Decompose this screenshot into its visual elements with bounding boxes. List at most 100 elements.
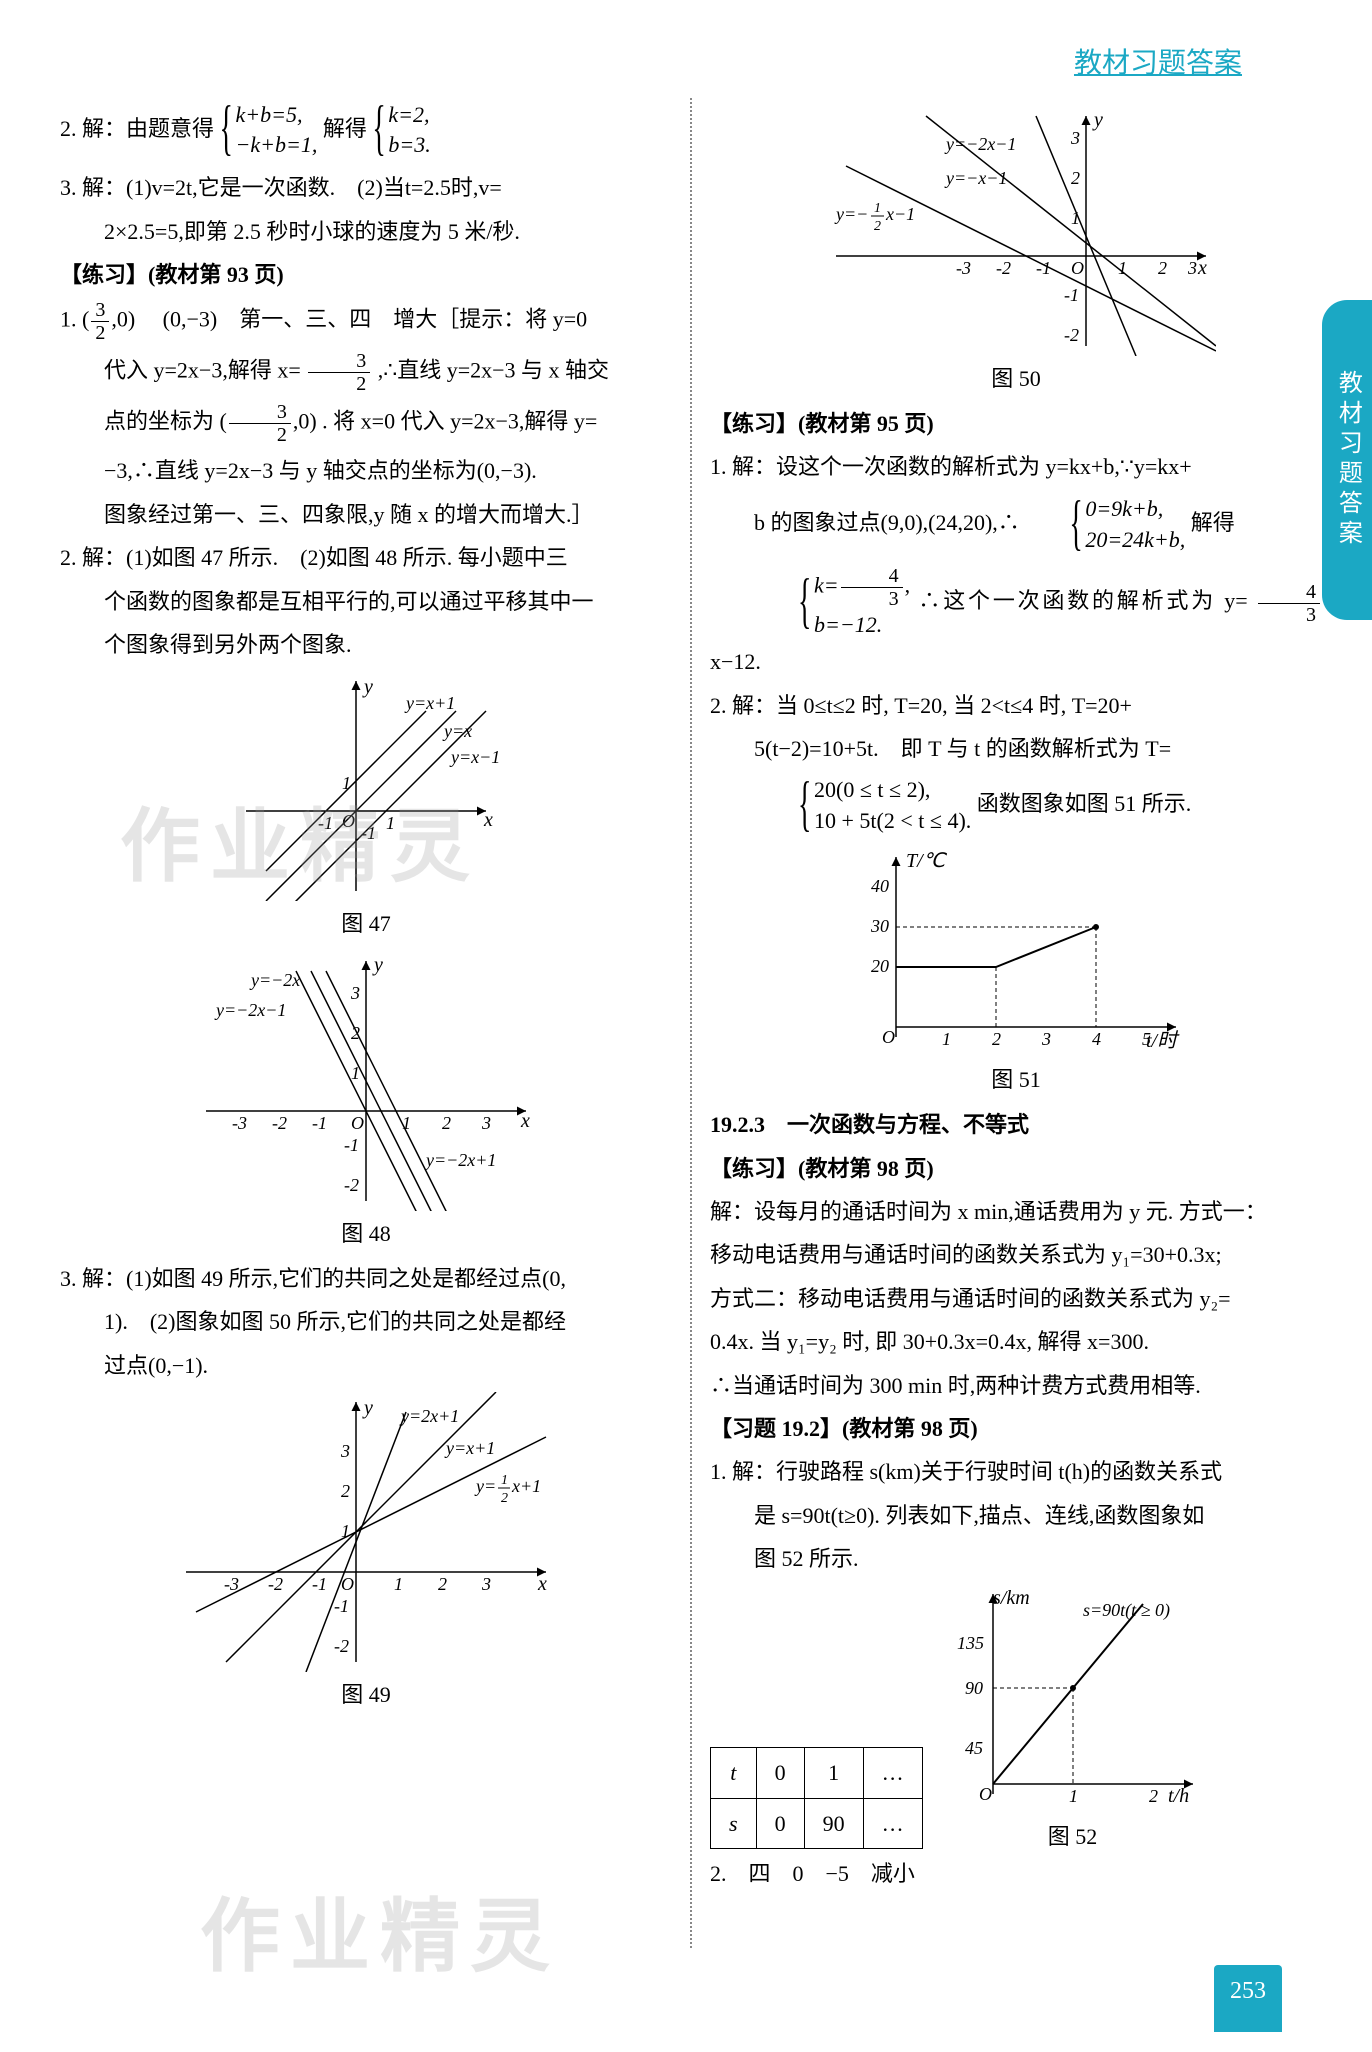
svg-text:2: 2 (1149, 1786, 1158, 1806)
table-cell: … (863, 1798, 922, 1848)
figure-51: T/℃ t/时 O 20 30 40 1 2 3 4 5 图 51 (710, 847, 1322, 1098)
svg-text:y=−: y=− (834, 204, 868, 224)
svg-text:-2: -2 (272, 1113, 287, 1133)
last-line: 2. 四 0 −5 减小 (710, 1855, 1322, 1892)
svg-text:O: O (979, 1784, 992, 1804)
ex93-1-l3a: 点的坐标为 (104, 409, 214, 434)
q3-l2: 2×2.5=5,即第 2.5 秒时小球的速度为 5 米/秒. (60, 213, 672, 250)
q3-l1: 3. 解：(1)v=2t,它是一次函数. (2)当t=2.5时,v= (60, 169, 672, 206)
svg-text:2: 2 (341, 1481, 350, 1501)
table-cell: 1 (804, 1748, 863, 1798)
svg-text:x: x (483, 809, 493, 831)
svg-text:y: y (362, 1397, 373, 1419)
table-and-fig52: t 0 1 … s 0 90 … s/km (710, 1584, 1322, 1855)
svg-text:-1: -1 (334, 1596, 349, 1616)
ex93-3-l1: 3. 解：(1)如图 49 所示,它们的共同之处是都经过点(0, (60, 1260, 672, 1297)
table-row: s 0 90 … (711, 1798, 923, 1848)
svg-text:20: 20 (871, 956, 889, 976)
svg-text:1: 1 (1069, 1786, 1078, 1806)
table-row: t 0 1 … (711, 1748, 923, 1798)
figure-49: y x O y=2x+1 y=x+1 y= 1 2 x+1 -3 -2 -1 (60, 1392, 672, 1713)
svg-text:1: 1 (501, 1473, 508, 1488)
ex93-2-l1: 2. 解：(1)如图 47 所示. (2)如图 48 所示. 每小题中三 (60, 539, 672, 576)
svg-text:y=x+1: y=x+1 (444, 1438, 495, 1458)
svg-text:2: 2 (442, 1113, 451, 1133)
left-column: 2. 解：由题意得 k+b=5, −k+b=1, 解得 k=2, b=3. 3.… (60, 98, 672, 1948)
ex93-1-l2: 代入 y=2x−3,解得 x= 32 ,∴直线 y=2x−3 与 x 轴交 (60, 350, 672, 395)
svg-text:1: 1 (942, 1029, 951, 1049)
svg-text:3: 3 (340, 1441, 350, 1461)
table-cell: 90 (804, 1798, 863, 1848)
svg-text:1: 1 (386, 813, 395, 833)
q2-mid: 解得 (323, 115, 367, 140)
ex93-1-l2a: 代入 y=2x−3,解得 x= (104, 358, 301, 383)
svg-text:2: 2 (351, 1023, 360, 1043)
svg-text:-1: -1 (1036, 258, 1051, 278)
svg-text:y=−x−1: y=−x−1 (944, 168, 1007, 188)
svg-text:3: 3 (1041, 1029, 1051, 1049)
fig52-caption: 图 52 (943, 1818, 1203, 1855)
svg-text:3: 3 (481, 1113, 491, 1133)
svg-text:-1: -1 (312, 1113, 327, 1133)
svg-text:y=x+1: y=x+1 (404, 693, 455, 713)
frac-4-3: 43 (1258, 581, 1320, 626)
svg-text:-2: -2 (344, 1175, 359, 1195)
xt192-1-l1: 1. 解：行驶路程 s(km)关于行驶时间 t(h)的函数关系式 (710, 1453, 1322, 1490)
svg-text:90: 90 (965, 1678, 983, 1698)
ex95-1-res-l2: b=−12. (770, 610, 910, 641)
svg-text:-1: -1 (344, 1135, 359, 1155)
ex95-1-res-l1: k=43, (770, 565, 910, 610)
svg-text:3: 3 (481, 1574, 491, 1594)
ex98-l3: 方式二：移动电话费用与通话时间的函数关系式为 y₂= (710, 1280, 1322, 1317)
svg-text:2: 2 (992, 1029, 1001, 1049)
q2-prefix: 2. 解：由题意得 (60, 115, 214, 140)
svg-text:-3: -3 (956, 258, 971, 278)
fig49-caption: 图 49 (60, 1676, 672, 1713)
svg-text:O: O (882, 1027, 895, 1047)
q2-system1: k+b=5, −k+b=1, (220, 100, 318, 162)
table-52: t 0 1 … s 0 90 … (710, 1747, 923, 1849)
ex93-1-l1a: 1. (60, 307, 77, 332)
fig51-caption: 图 51 (710, 1061, 1322, 1098)
svg-text:1: 1 (351, 1063, 360, 1083)
svg-text:O: O (1071, 258, 1084, 278)
xt192-1-l3: 图 52 所示. (710, 1540, 1322, 1577)
ex95-head: 【练习】(教材第 95 页) (710, 405, 1322, 442)
svg-text:t/h: t/h (1168, 1785, 1189, 1807)
svg-text:2: 2 (501, 1491, 508, 1506)
figure-48: y x O y=−2x y=−2x−1 y=−2x+1 -3 -2 -1 1 2… (60, 951, 672, 1252)
ex95-1-l3: k=43, b=−12. ∴这个一次函数的解析式为 y= 43 x−12. (710, 563, 1322, 680)
svg-text:y=−2x−1: y=−2x−1 (214, 1000, 286, 1020)
svg-text:y=x: y=x (442, 721, 472, 741)
table-cell: t (711, 1748, 757, 1798)
svg-text:-1: -1 (1064, 285, 1079, 305)
ex95-1-sys-l2: 20=24k+b, (1041, 525, 1185, 556)
ex95-1-l1: 1. 解：设这个一次函数的解析式为 y=kx+b,∵y=kx+ (710, 448, 1322, 485)
svg-text:s/km: s/km (993, 1587, 1030, 1609)
frac-3-2-a: 32 (91, 299, 109, 344)
ex95-2-pw-l1: 20(0 ≤ t ≤ 2), (770, 775, 971, 806)
svg-text:-2: -2 (1064, 325, 1079, 345)
ex93-1-l4: −3,∴直线 y=2x−3 与 y 轴交点的坐标为(0,−3). (60, 452, 672, 489)
ex95-1-l2: b 的图象过点(9,0),(24,20),∴ 0=9k+b, 20=24k+b,… (710, 492, 1322, 558)
svg-text:1: 1 (1071, 208, 1080, 228)
svg-text:-2: -2 (996, 258, 1011, 278)
frac-3-2-b: 32 (308, 350, 370, 395)
svg-text:t/时: t/时 (1146, 1030, 1180, 1052)
svg-text:2: 2 (1158, 258, 1167, 278)
ex95-1-l2a: b 的图象过点(9,0),(24,20),∴ (754, 510, 1020, 535)
q2-sys2-l1: k=2, (388, 100, 430, 131)
svg-text:-3: -3 (224, 1574, 239, 1594)
svg-text:3: 3 (350, 983, 360, 1003)
right-column: y x O y=−2x−1 y=−x−1 y=− 1 2 x−1 -3 -2 (710, 98, 1322, 1948)
fig50-caption: 图 50 (710, 360, 1322, 397)
svg-text:T/℃: T/℃ (906, 850, 948, 872)
ex95-2-pw-l2: 10 + 5t(2 < t ≤ 4). (770, 806, 971, 837)
svg-text:2: 2 (874, 219, 881, 234)
svg-text:y=−2x: y=−2x (249, 970, 300, 990)
ex95-2-pw: 20(0 ≤ t ≤ 2), 10 + 5t(2 < t ≤ 4). (754, 775, 971, 837)
svg-text:-2: -2 (268, 1574, 283, 1594)
table-cell: s (711, 1798, 757, 1848)
svg-text:2: 2 (438, 1574, 447, 1594)
ex93-1-l1b: (0,−3) 第一、三、四 增大［提示：将 y=0 (163, 307, 587, 332)
